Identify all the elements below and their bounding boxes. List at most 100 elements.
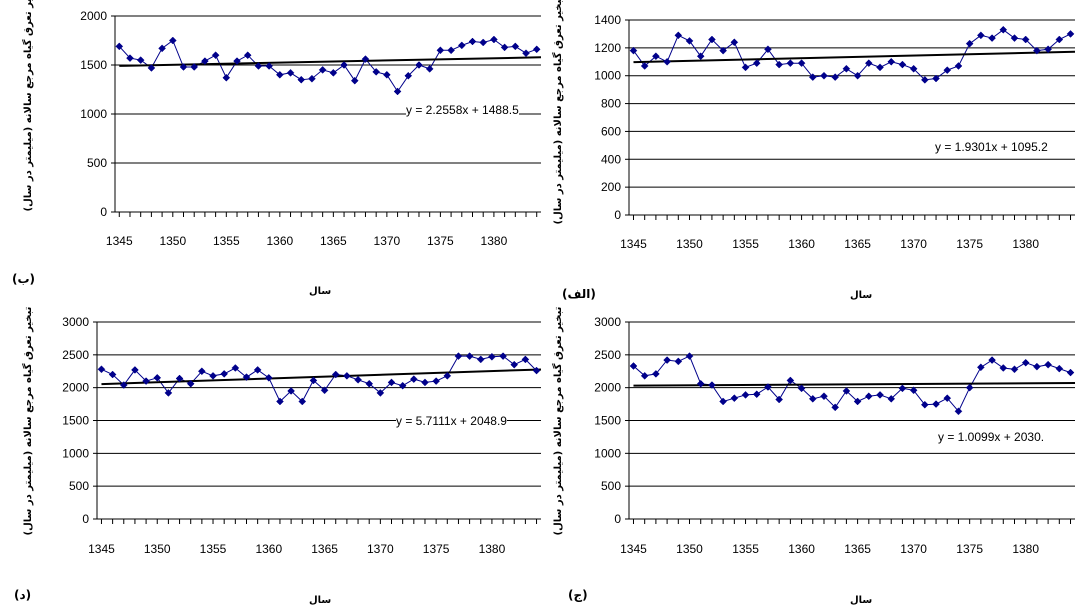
data-point <box>887 57 896 66</box>
data-point <box>730 394 739 403</box>
data-point <box>421 378 429 387</box>
data-point <box>372 68 381 76</box>
data-point <box>298 397 307 406</box>
data-point <box>490 35 498 44</box>
data-point <box>147 64 156 72</box>
trend-equation: y = 2.2558x + 1488.5 <box>406 103 519 117</box>
series-line <box>633 29 1071 81</box>
data-point <box>457 41 466 50</box>
data-point <box>965 383 974 392</box>
data-point <box>479 38 488 47</box>
x-tick-label: 1370 <box>374 234 401 248</box>
x-tick-label: 1350 <box>159 234 186 248</box>
y-tick-label: 1000 <box>594 69 621 83</box>
x-tick-label: 1380 <box>1012 237 1039 251</box>
data-point <box>153 373 162 382</box>
data-point <box>1055 364 1064 373</box>
data-point <box>510 360 519 369</box>
data-point <box>231 364 240 372</box>
x-tick-label: 1365 <box>844 237 871 251</box>
data-point <box>365 379 374 388</box>
data-point <box>393 87 402 96</box>
series-line <box>118 38 537 93</box>
data-point <box>350 76 359 85</box>
data-point <box>398 381 407 390</box>
x-tick-label: 1355 <box>732 542 759 556</box>
data-point <box>954 407 963 416</box>
y-tick-label: 1500 <box>62 414 89 428</box>
chart-panel-b: تبخیر تعرق گیاه مرجع سالانه (میلیمتر در … <box>0 0 545 305</box>
data-point <box>500 43 509 52</box>
data-point <box>752 59 761 68</box>
x-tick-label: 1370 <box>900 237 927 251</box>
data-point <box>222 73 231 82</box>
panel-label: (الف) <box>562 287 596 301</box>
data-point <box>920 76 929 84</box>
y-tick-label: 400 <box>601 152 621 166</box>
data-point <box>108 370 117 379</box>
x-tick-label: 1345 <box>106 234 133 248</box>
x-tick-label: 1380 <box>481 234 508 248</box>
data-point <box>532 45 541 54</box>
data-point <box>1066 30 1075 38</box>
data-point <box>297 75 306 84</box>
data-point <box>361 55 370 63</box>
y-tick-label: 1400 <box>594 13 621 27</box>
y-tick-label: 2500 <box>62 348 89 362</box>
data-point <box>932 400 940 408</box>
y-tick-label: 1200 <box>594 41 621 55</box>
data-point <box>308 74 316 83</box>
data-point <box>898 384 907 393</box>
data-point <box>97 365 106 374</box>
data-point <box>988 356 996 364</box>
data-point <box>730 38 739 47</box>
data-point <box>499 352 507 361</box>
data-point <box>965 39 974 48</box>
x-tick-label: 1375 <box>956 542 983 556</box>
data-point <box>276 397 284 406</box>
x-tick-label: 1380 <box>479 542 506 556</box>
data-point <box>741 63 750 72</box>
data-point <box>977 31 985 40</box>
data-point <box>652 52 660 61</box>
data-point <box>999 364 1008 372</box>
data-point <box>674 31 683 40</box>
data-point <box>220 370 229 378</box>
panel-label: (ب) <box>12 272 36 286</box>
data-point <box>640 371 649 380</box>
data-point <box>201 57 209 65</box>
data-point <box>443 371 452 380</box>
data-point <box>164 389 173 397</box>
data-point <box>425 65 434 73</box>
data-point <box>190 63 199 71</box>
y-tick-label: 2000 <box>594 381 621 395</box>
trend-line <box>101 368 542 386</box>
data-point <box>1055 35 1064 44</box>
x-tick-label: 1355 <box>732 237 759 251</box>
data-point <box>465 352 474 361</box>
y-tick-label: 1000 <box>594 446 621 460</box>
data-point <box>415 61 423 69</box>
data-point <box>853 71 862 80</box>
data-point <box>1021 35 1030 44</box>
data-point <box>629 362 638 370</box>
data-point <box>286 68 295 77</box>
data-point <box>808 394 817 403</box>
chart-panel-alef: تبخیر تعرق گیاه مرجع سالانه (میلیمتر در … <box>530 0 1075 305</box>
chart-panel-jim: تبخیر تعرق گیاه مرجع سالانه (میلیمتر در … <box>530 305 1075 612</box>
data-point <box>454 352 463 361</box>
data-point <box>775 395 784 404</box>
data-point <box>1010 365 1019 374</box>
data-point <box>404 71 413 80</box>
data-point <box>436 46 445 55</box>
data-point <box>522 49 530 58</box>
trend-line <box>119 56 542 67</box>
x-tick-label: 1355 <box>213 234 240 248</box>
x-tick-label: 1360 <box>266 234 293 248</box>
data-point <box>432 377 440 385</box>
data-point <box>786 59 795 68</box>
data-point <box>652 370 660 378</box>
y-tick-label: 1500 <box>594 414 621 428</box>
data-point <box>476 355 485 364</box>
data-point <box>640 62 649 70</box>
